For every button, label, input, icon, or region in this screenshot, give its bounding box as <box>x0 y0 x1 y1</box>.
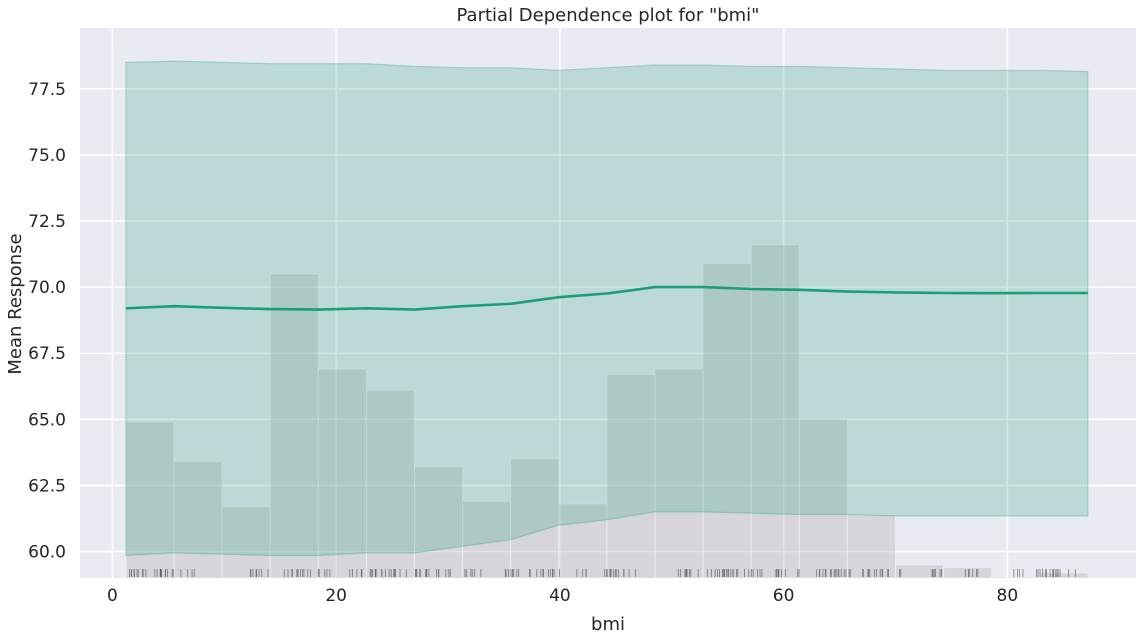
y-tick-label: 75.0 <box>28 146 66 166</box>
histogram-bars <box>125 244 1089 579</box>
histogram-bar <box>413 466 464 579</box>
histogram-bar <box>510 458 560 579</box>
histogram-bar <box>943 566 993 579</box>
y-tick-label: 67.5 <box>28 344 66 364</box>
histogram-bar <box>365 389 415 579</box>
histogram-bar <box>221 506 271 579</box>
x-tick-label: 60 <box>773 586 795 606</box>
x-tick-label: 40 <box>549 586 571 606</box>
y-tick-label: 72.5 <box>28 212 66 232</box>
x-axis-label: bmi <box>591 614 625 635</box>
y-tick-labels: 60.0 62.5 65.0 67.5 70.0 72.5 75.0 77.5 <box>28 80 66 563</box>
y-tick-label: 70.0 <box>28 278 66 298</box>
histogram-bar <box>702 262 752 579</box>
y-tick-label: 77.5 <box>28 80 66 100</box>
histogram-bar <box>462 500 512 579</box>
y-axis-label: Mean Response <box>5 233 26 374</box>
histogram-bar <box>173 461 223 579</box>
y-tick-label: 62.5 <box>28 476 66 496</box>
x-tick-labels: 0 20 40 60 80 <box>107 586 1018 606</box>
rug-ticks <box>128 569 1077 577</box>
histogram-bar <box>654 368 704 579</box>
histogram-bar <box>1039 572 1089 579</box>
mean-response-line <box>125 285 1088 311</box>
y-tick-label: 65.0 <box>28 410 66 430</box>
x-tick-label: 80 <box>997 586 1019 606</box>
histogram-bar <box>750 244 800 579</box>
plot-area-background <box>80 28 1136 578</box>
x-tick-label: 0 <box>107 586 118 606</box>
histogram-bar <box>125 421 175 579</box>
histogram-bar <box>606 373 656 579</box>
confidence-band-area <box>125 60 1089 557</box>
histogram-bar <box>269 273 319 579</box>
histogram-bar <box>894 564 945 579</box>
y-tick-label: 60.0 <box>28 543 66 563</box>
histogram-bar <box>317 368 367 579</box>
chart-title: Partial Dependence plot for "bmi" <box>457 5 760 26</box>
histogram-bar <box>558 503 608 579</box>
confidence-band <box>125 60 1089 557</box>
histogram-bar <box>991 576 1041 579</box>
x-tick-label: 20 <box>325 586 347 606</box>
grid-lines <box>80 28 1136 578</box>
histogram-bar <box>846 514 896 579</box>
histogram-bar <box>798 418 848 579</box>
